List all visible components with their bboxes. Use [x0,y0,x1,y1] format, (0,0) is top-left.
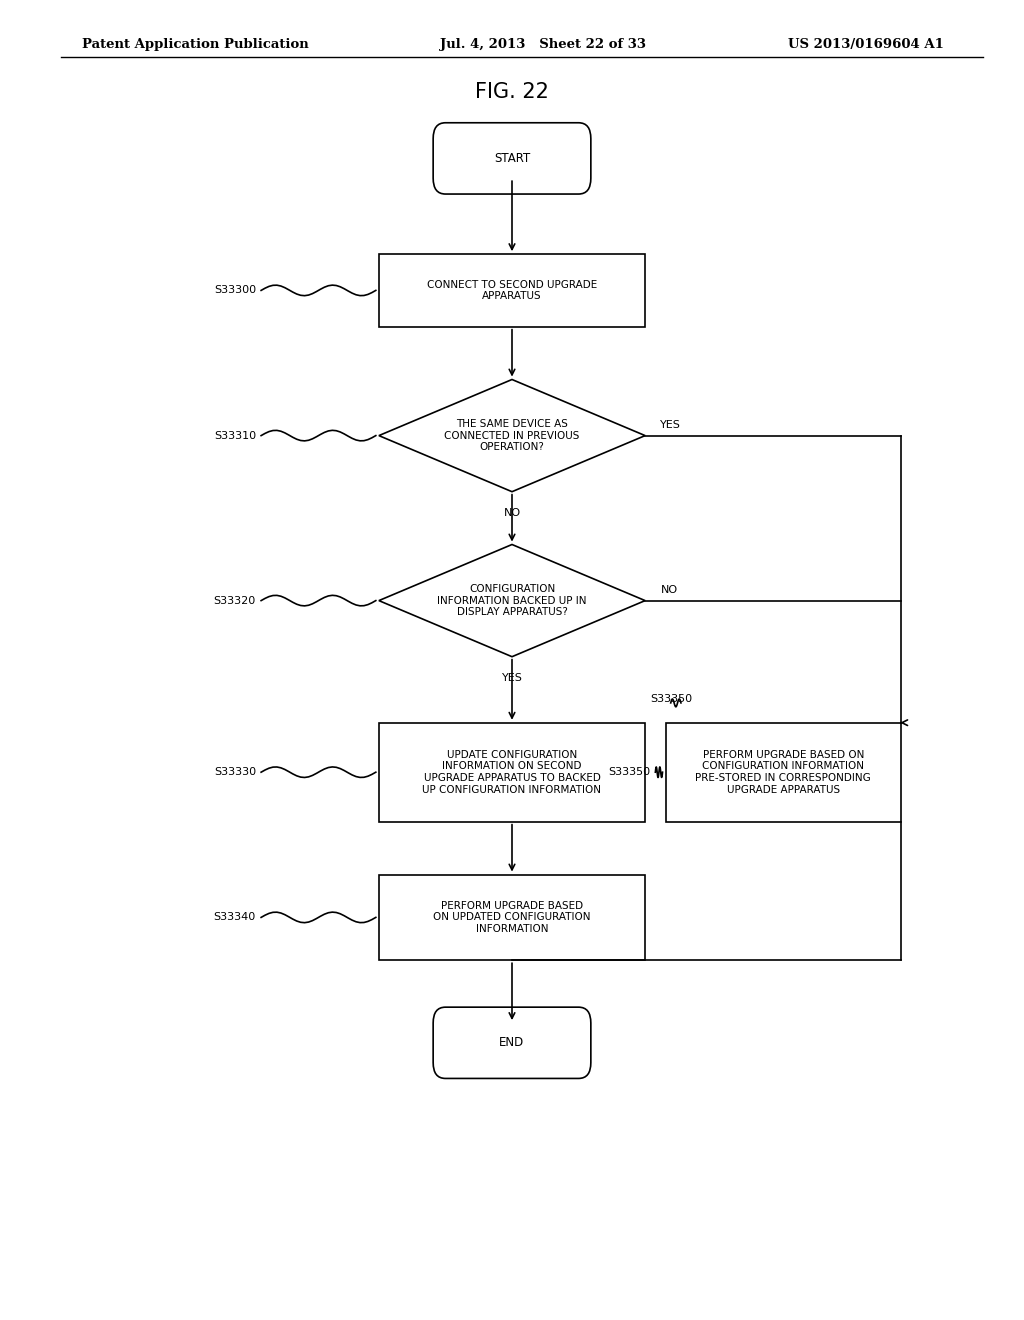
Text: YES: YES [502,672,522,682]
Bar [666,722,901,821]
Text: END: END [500,1036,524,1049]
Text: S33350: S33350 [650,694,692,704]
Text: S33350: S33350 [608,767,650,777]
Text: START: START [494,152,530,165]
Polygon shape [379,380,645,491]
Text: S33310: S33310 [214,430,256,441]
Text: PERFORM UPGRADE BASED
ON UPDATED CONFIGURATION
INFORMATION: PERFORM UPGRADE BASED ON UPDATED CONFIGU… [433,900,591,935]
Text: S33340: S33340 [214,912,256,923]
Text: FIG. 22: FIG. 22 [475,82,549,103]
Text: S33320: S33320 [214,595,256,606]
Text: THE SAME DEVICE AS
CONNECTED IN PREVIOUS
OPERATION?: THE SAME DEVICE AS CONNECTED IN PREVIOUS… [444,418,580,453]
Text: NO: NO [660,585,678,595]
Bar [379,722,645,821]
Polygon shape [379,544,645,656]
Text: PERFORM UPGRADE BASED ON
CONFIGURATION INFORMATION
PRE-STORED IN CORRESPONDING
U: PERFORM UPGRADE BASED ON CONFIGURATION I… [695,750,871,795]
Text: S33330: S33330 [214,767,256,777]
FancyBboxPatch shape [433,123,591,194]
Text: Jul. 4, 2013   Sheet 22 of 33: Jul. 4, 2013 Sheet 22 of 33 [440,38,646,51]
Text: YES: YES [660,420,681,430]
Text: Patent Application Publication: Patent Application Publication [82,38,308,51]
Text: US 2013/0169604 A1: US 2013/0169604 A1 [788,38,944,51]
Text: NO: NO [504,507,520,517]
Bar [379,253,645,326]
Text: S33300: S33300 [214,285,256,296]
FancyBboxPatch shape [433,1007,591,1078]
Text: UPDATE CONFIGURATION
INFORMATION ON SECOND
UPGRADE APPARATUS TO BACKED
UP CONFIG: UPDATE CONFIGURATION INFORMATION ON SECO… [423,750,601,795]
Bar [379,875,645,961]
Text: CONFIGURATION
INFORMATION BACKED UP IN
DISPLAY APPARATUS?: CONFIGURATION INFORMATION BACKED UP IN D… [437,583,587,618]
Text: CONNECT TO SECOND UPGRADE
APPARATUS: CONNECT TO SECOND UPGRADE APPARATUS [427,280,597,301]
